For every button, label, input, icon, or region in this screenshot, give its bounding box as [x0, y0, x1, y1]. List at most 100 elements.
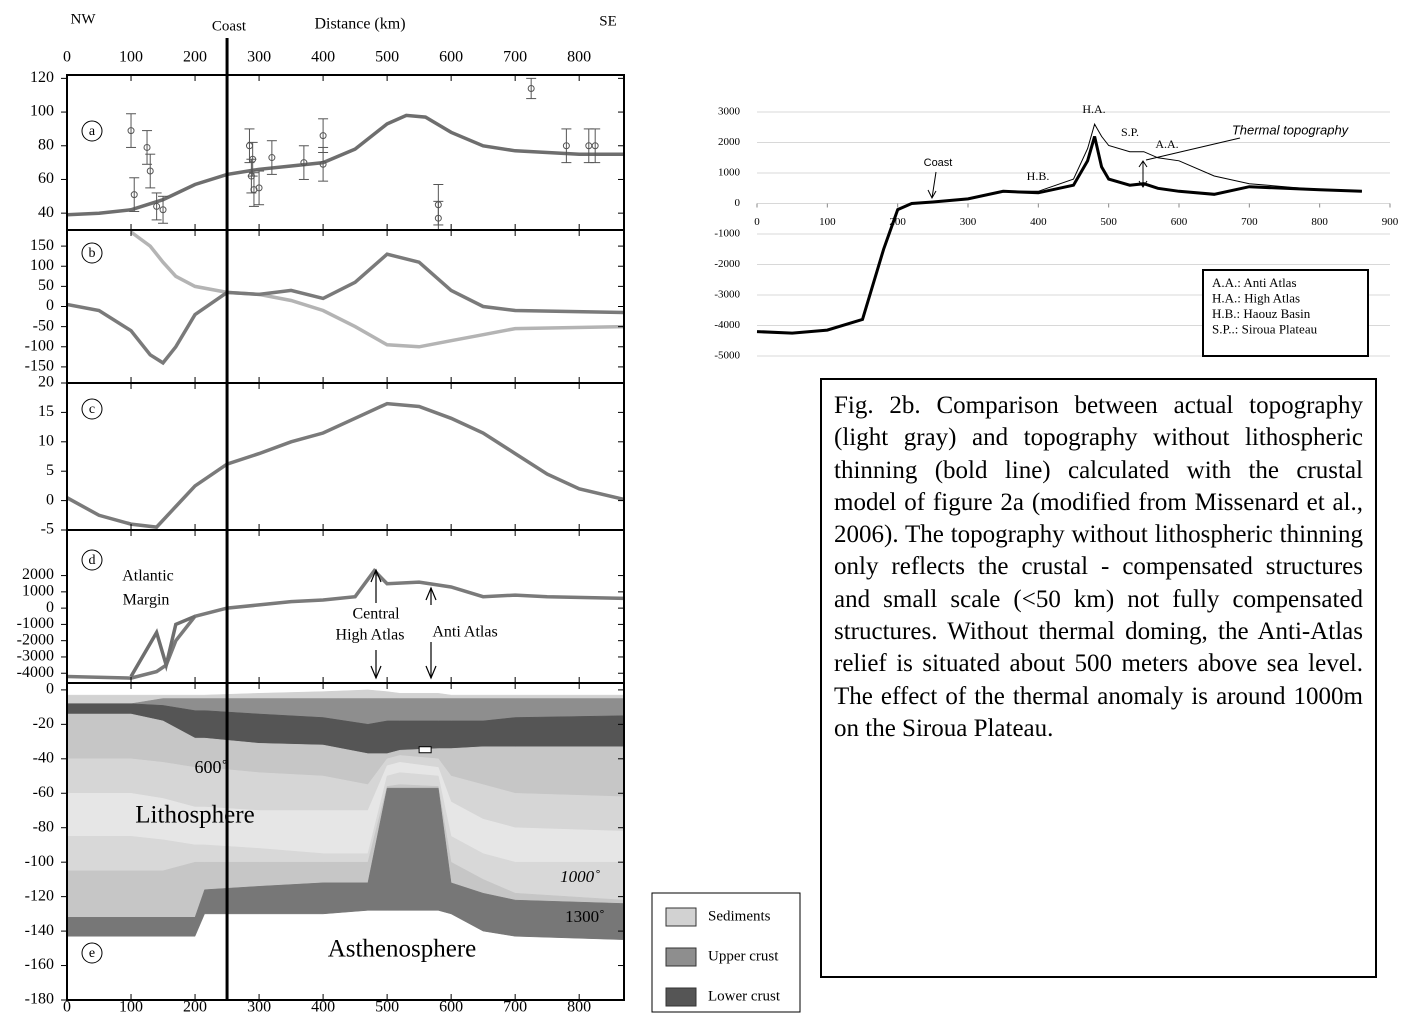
- y-tick-label: -4000: [714, 319, 740, 331]
- annotation: High Atlas: [336, 627, 405, 644]
- marker: [249, 155, 257, 163]
- y-tick-label: -50: [33, 317, 54, 334]
- arrow-head: [425, 586, 437, 601]
- arrow: [1145, 137, 1241, 161]
- data-point: [145, 153, 156, 189]
- y-tick-label: 40: [38, 204, 54, 221]
- x-tick-label: 500: [1100, 216, 1117, 228]
- x-tick-label: 300: [960, 216, 977, 228]
- y-tick-label: -150: [25, 358, 54, 375]
- data-point: [590, 128, 601, 164]
- marker: [130, 191, 138, 199]
- header-label: Distance (km): [314, 16, 405, 33]
- x-tick-label: 100: [119, 999, 143, 1016]
- topography-chart: 3000 2000 1000 0 -1000 -2000 -3000 -4000 -5000 0 1…: [714, 102, 1398, 362]
- x-tick-label: 700: [503, 999, 527, 1016]
- y-tick-label: -3000: [714, 289, 740, 301]
- data-point: [151, 192, 162, 221]
- y-tick-label: -1000: [17, 615, 54, 632]
- y-tick-label: -100: [25, 853, 54, 870]
- annotation: 600˚: [195, 757, 228, 777]
- y-tick-label: 1000: [718, 167, 741, 179]
- y-tick-label: 50: [38, 277, 54, 294]
- panel: 40 60 80 100 120 0 100 200 300 400 500 600 700 800 a: [30, 49, 625, 231]
- marker: [319, 160, 327, 168]
- x-tick-label: 100: [119, 49, 143, 66]
- y-tick-label: 120: [30, 69, 54, 86]
- y-tick-label: -140: [25, 922, 54, 939]
- y-tick-label: 100: [30, 257, 54, 274]
- y-tick-label: -1000: [714, 228, 740, 240]
- panel-label: b: [89, 246, 96, 261]
- annotation: 1000˚: [560, 867, 600, 886]
- panel: 20 15 10 5 0 -5 c: [38, 374, 625, 538]
- marker: [159, 206, 167, 214]
- y-tick-label: -120: [25, 887, 54, 904]
- y-tick-label: 0: [735, 197, 741, 209]
- series-line: [129, 230, 624, 349]
- x-tick-label: 600: [439, 49, 463, 66]
- panel-label-circle: [81, 398, 103, 420]
- x-tick-label: 600: [439, 999, 463, 1016]
- header-label: Coast: [212, 18, 247, 34]
- marker: [562, 142, 570, 150]
- y-tick-label: -2000: [17, 631, 54, 648]
- y-tick-label: 60: [38, 170, 54, 187]
- notes-box: [1202, 269, 1369, 357]
- arrow-head: [370, 665, 382, 680]
- data-point: [254, 170, 265, 206]
- annotation: Central: [352, 606, 400, 623]
- panel-label: a: [89, 124, 96, 139]
- y-tick-label: 80: [38, 136, 54, 153]
- x-tick-label: 700: [1241, 216, 1258, 228]
- legend-swatch: [665, 947, 697, 967]
- plot-area: [67, 689, 624, 940]
- y-tick-label: 3000: [718, 106, 741, 118]
- layer: [67, 787, 624, 940]
- marker: [527, 84, 535, 92]
- y-tick-label: 0: [46, 297, 54, 314]
- y-tick-label: -60: [33, 784, 54, 801]
- x-tick-label: 0: [754, 216, 760, 228]
- series-line: [67, 401, 624, 529]
- panel-frame: [66, 229, 625, 384]
- annotation: H.B.: [1027, 169, 1050, 183]
- panel: Atlantic Margin Central High Atlas Anti Atla…: [17, 529, 625, 684]
- melt-marker: [418, 746, 432, 754]
- header-label: SE: [599, 13, 617, 29]
- data-point: [526, 77, 537, 100]
- marker: [153, 202, 161, 210]
- y-tick-label: -3000: [17, 648, 54, 665]
- legend-swatch: [665, 987, 697, 1007]
- header-label: NW: [71, 11, 97, 27]
- data-point: [318, 146, 329, 182]
- y-tick-label: -2000: [714, 258, 740, 270]
- x-tick-label: 300: [247, 49, 271, 66]
- y-tick-label: 150: [30, 237, 54, 254]
- data-point: [142, 130, 153, 165]
- arrow-head: [425, 665, 437, 680]
- annotation: Coast: [924, 157, 953, 169]
- annotation: Atlantic: [122, 568, 174, 585]
- panel-label-circle: [81, 120, 103, 142]
- legend-label: Sediments: [708, 908, 771, 924]
- annotation: H.A.: [1082, 102, 1105, 116]
- y-tick-label: -100: [25, 337, 54, 354]
- data-point: [561, 128, 572, 164]
- marker: [127, 127, 135, 135]
- x-tick-label: 200: [183, 49, 207, 66]
- x-tick-label: 400: [1030, 216, 1047, 228]
- annotation: Asthenosphere: [328, 936, 477, 963]
- panel-label: e: [89, 946, 95, 961]
- y-tick-label: 5: [46, 462, 54, 479]
- series-line: [756, 135, 1362, 335]
- panel-label-circle: [81, 549, 103, 571]
- marker: [591, 142, 599, 150]
- y-tick-label: 10: [38, 432, 54, 449]
- x-tick-label: 500: [375, 999, 399, 1016]
- plot-area: [67, 230, 624, 366]
- x-tick-label: 500: [375, 49, 399, 66]
- x-tick-label: 700: [503, 49, 527, 66]
